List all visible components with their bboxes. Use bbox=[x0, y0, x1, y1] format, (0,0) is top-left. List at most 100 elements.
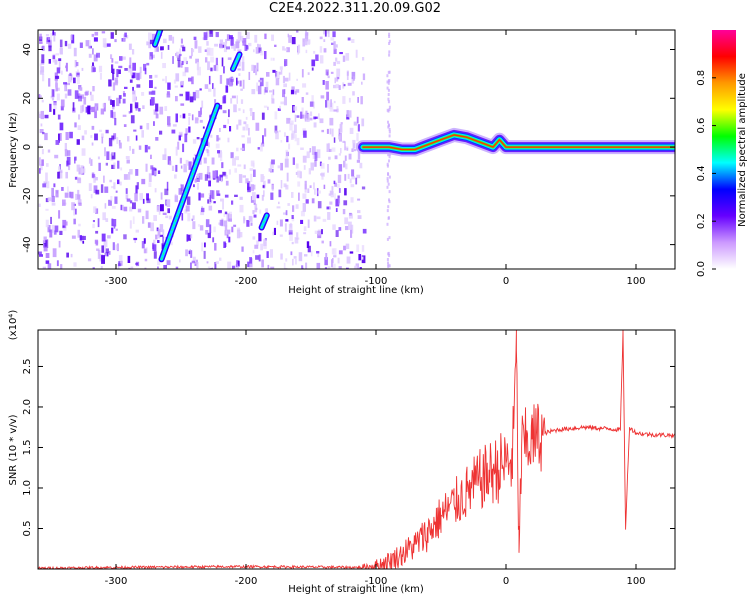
spectrogram-noise-cell bbox=[314, 151, 318, 161]
spectrogram-noise-cell bbox=[187, 234, 191, 241]
spectrogram-noise-cell bbox=[112, 152, 114, 156]
spectrogram-noise-cell bbox=[94, 133, 98, 141]
spectrogram-noise-cell bbox=[251, 64, 255, 71]
spectrogram-noise-cell bbox=[294, 114, 297, 122]
spectrogram-x-tick-label: 0 bbox=[503, 276, 509, 287]
spectrogram-noise-cell bbox=[38, 203, 41, 207]
spectrogram-noise-cell bbox=[319, 118, 324, 124]
spectrogram-noise-cell bbox=[357, 210, 361, 214]
snr-x-axis-label: Height of straight line (km) bbox=[288, 584, 424, 595]
spectrogram-noise-cell bbox=[46, 181, 50, 189]
spectrogram-noise-cell bbox=[179, 157, 182, 164]
spectrogram-noise-cell bbox=[222, 171, 226, 176]
spectrogram-noise-cell bbox=[105, 218, 109, 222]
spectrogram-noise-cell bbox=[84, 130, 87, 135]
spectrogram-noise-cell bbox=[45, 172, 48, 182]
spectrogram-noise-cell bbox=[134, 192, 138, 202]
spectrogram-noise-cell bbox=[196, 173, 200, 178]
spectrogram-noise-cell bbox=[303, 226, 307, 231]
spectrogram-noise-cell bbox=[47, 197, 52, 202]
spectrogram-noise-cell bbox=[320, 95, 325, 99]
spectrogram-noise-cell bbox=[286, 135, 289, 143]
spectrogram-noise-cell bbox=[129, 146, 131, 151]
spectrogram-noise-cell bbox=[339, 52, 343, 55]
spectrogram-noise-cell bbox=[355, 177, 358, 185]
spectrogram-noise-cell bbox=[144, 267, 147, 269]
spectrogram-noise-cell bbox=[101, 133, 104, 138]
spectrogram-noise-cell bbox=[284, 267, 288, 269]
spectrogram-noise-cell bbox=[273, 227, 276, 235]
spectrogram-noise-cell bbox=[334, 182, 337, 187]
spectrogram-noise-cell bbox=[62, 225, 65, 228]
spectrogram-noise-cell bbox=[148, 32, 152, 41]
spectrogram-noise-cell bbox=[87, 258, 92, 262]
spectrogram-noise-cell bbox=[38, 113, 42, 118]
spectrogram-noise-cell bbox=[301, 97, 304, 103]
spectrogram-noise-cell bbox=[137, 208, 142, 213]
spectrogram-noise-cell bbox=[311, 198, 315, 204]
spectrogram-noise-cell bbox=[150, 154, 152, 159]
spectrogram-noise-cell bbox=[93, 185, 98, 194]
spectrogram-noise-cell bbox=[93, 176, 96, 183]
spectrogram-noise-cell bbox=[65, 132, 69, 140]
spectrogram-noise-cell bbox=[349, 251, 354, 254]
spectrogram-noise-cell bbox=[181, 60, 184, 65]
spectrogram-noise-cell bbox=[285, 219, 289, 222]
spectrogram-noise-cell bbox=[254, 203, 258, 213]
spectrogram-noise-cell bbox=[135, 185, 138, 194]
spectrogram-noise-cell bbox=[53, 230, 57, 235]
spectrogram-noise-cell bbox=[236, 39, 240, 44]
spectrogram-noise-cell bbox=[172, 36, 175, 44]
spectrogram-noise-cell bbox=[329, 190, 334, 195]
spectrogram-noise-cell bbox=[317, 253, 320, 258]
spectrogram-noise-cell bbox=[388, 50, 391, 54]
spectrogram-noise-cell bbox=[123, 234, 127, 240]
spectrogram-noise-cell bbox=[157, 260, 161, 266]
spectrogram-noise-cell bbox=[238, 119, 242, 126]
spectrogram-noise-cell bbox=[237, 261, 240, 266]
spectrogram-noise-cell bbox=[284, 48, 288, 51]
spectrogram-noise-cell bbox=[224, 230, 227, 236]
spectrogram-noise-cell bbox=[62, 199, 66, 206]
spectrogram-noise-cell bbox=[251, 192, 256, 201]
spectrogram-noise-cell bbox=[237, 68, 241, 71]
spectrogram-noise-cell bbox=[117, 263, 122, 267]
spectrogram-noise-cell bbox=[285, 210, 288, 216]
spectrogram-noise-cell bbox=[58, 240, 61, 248]
spectrogram-noise-cell bbox=[248, 127, 250, 136]
spectrogram-noise-cell bbox=[355, 263, 359, 269]
spectrogram-noise-cell bbox=[270, 192, 274, 200]
spectrogram-noise-cell bbox=[51, 97, 55, 101]
spectrogram-noise-cell bbox=[253, 65, 257, 73]
spectrogram-noise-cell bbox=[351, 148, 354, 152]
spectrogram-noise-cell bbox=[214, 262, 217, 269]
spectrogram-noise-cell bbox=[115, 228, 118, 231]
spectrogram-y-tick-label: -40 bbox=[22, 236, 33, 252]
spectrogram-noise-cell bbox=[80, 105, 83, 114]
spectrogram-noise-cell bbox=[94, 177, 98, 181]
spectrogram-noise-cell bbox=[247, 137, 251, 144]
spectrogram-noise-cell bbox=[67, 186, 69, 193]
spectrogram-noise-cell bbox=[45, 253, 50, 258]
spectrogram-noise-cell bbox=[179, 114, 182, 118]
spectrogram-noise-cell bbox=[248, 215, 252, 221]
spectrogram-noise-cell bbox=[243, 164, 246, 170]
spectrogram-noise-cell bbox=[143, 63, 147, 71]
spectrogram-noise-cell bbox=[226, 46, 230, 50]
spectrogram-noise-cell bbox=[258, 254, 261, 262]
spectrogram-noise-cell bbox=[145, 210, 149, 220]
spectrogram-noise-cell bbox=[96, 52, 100, 58]
spectrogram-noise-cell bbox=[338, 164, 343, 172]
spectrogram-noise-cell bbox=[106, 151, 110, 160]
spectrogram-noise-cell bbox=[303, 165, 306, 170]
spectrogram-noise-cell bbox=[142, 105, 145, 109]
spectrogram-noise-cell bbox=[164, 188, 169, 196]
spectrogram-noise-cell bbox=[163, 38, 167, 44]
spectrogram-noise-cell bbox=[129, 200, 133, 204]
spectrogram-noise-cell bbox=[56, 67, 61, 74]
spectrogram-noise-cell bbox=[388, 35, 391, 38]
spectrogram-noise-cell bbox=[146, 193, 149, 201]
spectrogram-noise-cell bbox=[108, 250, 111, 255]
spectrogram-noise-cell bbox=[85, 40, 90, 47]
